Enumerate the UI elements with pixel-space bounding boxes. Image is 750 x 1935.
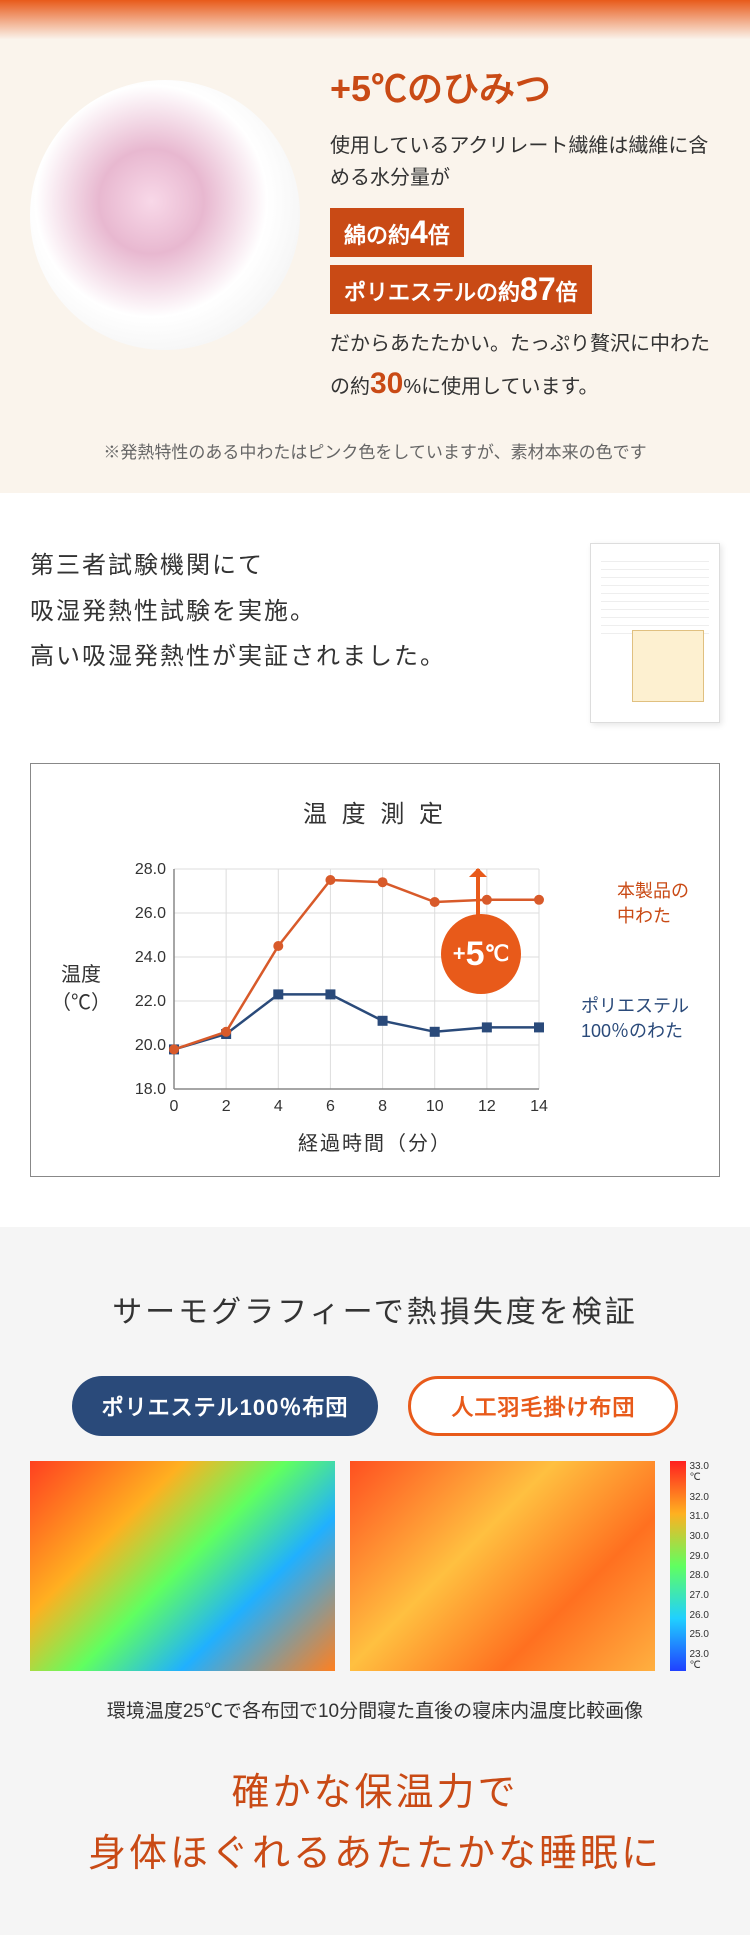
svg-text:4: 4 <box>274 1098 283 1115</box>
svg-text:18.0: 18.0 <box>135 1081 166 1098</box>
svg-text:28.0: 28.0 <box>135 861 166 878</box>
svg-text:22.0: 22.0 <box>135 993 166 1010</box>
pill-polyester: ポリエステル100％布団 <box>72 1376 379 1436</box>
svg-text:6: 6 <box>326 1098 335 1115</box>
chart-legend-product: 本製品の中わた <box>617 879 689 929</box>
badge-cotton: 綿の約4倍 <box>330 208 464 257</box>
temperature-chart: 温 度 測 定 温度（℃） 18.0 20.0 22.0 24.0 26.0 28.0 0 2… <box>30 763 720 1177</box>
section1-title: +5℃のひみつ <box>330 60 720 112</box>
svg-text:26.0: 26.0 <box>135 905 166 922</box>
svg-text:0: 0 <box>170 1098 179 1115</box>
svg-text:8: 8 <box>378 1098 387 1115</box>
chart-title: 温 度 測 定 <box>51 794 699 829</box>
thermograph-product <box>350 1461 655 1671</box>
chart-legend-polyester: ポリエステル100％のわた <box>581 994 689 1044</box>
section1-body2: だからあたたかい。たっぷり贅沢に中わたの約30%に使用しています。 <box>330 328 720 408</box>
secret-section: +5℃のひみつ 使用しているアクリレート繊維は繊維に含める水分量が 綿の約4倍 … <box>0 0 750 493</box>
svg-text:24.0: 24.0 <box>135 949 166 966</box>
section1-note: ※発熱特性のある中わたはピンク色をしていますが、素材本来の色です <box>30 438 720 463</box>
chart-xlabel: 経過時間（分） <box>51 1127 699 1156</box>
test-document-image <box>590 543 720 723</box>
svg-text:2: 2 <box>222 1098 231 1115</box>
temperature-scale: 33.0 ℃32.031.030.029.028.027.026.025.023… <box>670 1461 720 1671</box>
chart-ylabel: 温度（℃） <box>51 961 111 1017</box>
closing-line1: 確かな保温力で <box>30 1763 720 1824</box>
fiber-photo <box>30 80 300 350</box>
closing-line2: 身体ほぐれるあたたかな睡眠に <box>30 1824 720 1885</box>
chart-svg: 18.0 20.0 22.0 24.0 26.0 28.0 0 2 4 6 8 10 12 14 <box>119 859 699 1119</box>
chart-badge-5c: +5℃ <box>441 914 521 994</box>
badge-polyester: ポリエステルの約87倍 <box>330 265 592 314</box>
section3-title: サーモグラフィーで熱損失度を検証 <box>30 1287 720 1331</box>
svg-text:10: 10 <box>426 1098 444 1115</box>
thermograph-polyester <box>30 1461 335 1671</box>
section1-body1: 使用しているアクリレート繊維は繊維に含める水分量が <box>330 130 720 194</box>
svg-text:12: 12 <box>478 1098 496 1115</box>
svg-text:14: 14 <box>530 1098 548 1115</box>
thermography-section: サーモグラフィーで熱損失度を検証 ポリエステル100％布団 人工羽毛掛け布団 3… <box>0 1227 750 1935</box>
test-section: 第三者試験機関にて吸湿発熱性試験を実施。高い吸湿発熱性が実証されました。 温 度… <box>0 493 750 1227</box>
test-description: 第三者試験機関にて吸湿発熱性試験を実施。高い吸湿発熱性が実証されました。 <box>30 543 446 680</box>
thermograph-caption: 環境温度25℃で各布団で10分間寝た直後の寝床内温度比較画像 <box>30 1696 720 1723</box>
svg-text:20.0: 20.0 <box>135 1037 166 1054</box>
pill-product: 人工羽毛掛け布団 <box>408 1376 678 1436</box>
